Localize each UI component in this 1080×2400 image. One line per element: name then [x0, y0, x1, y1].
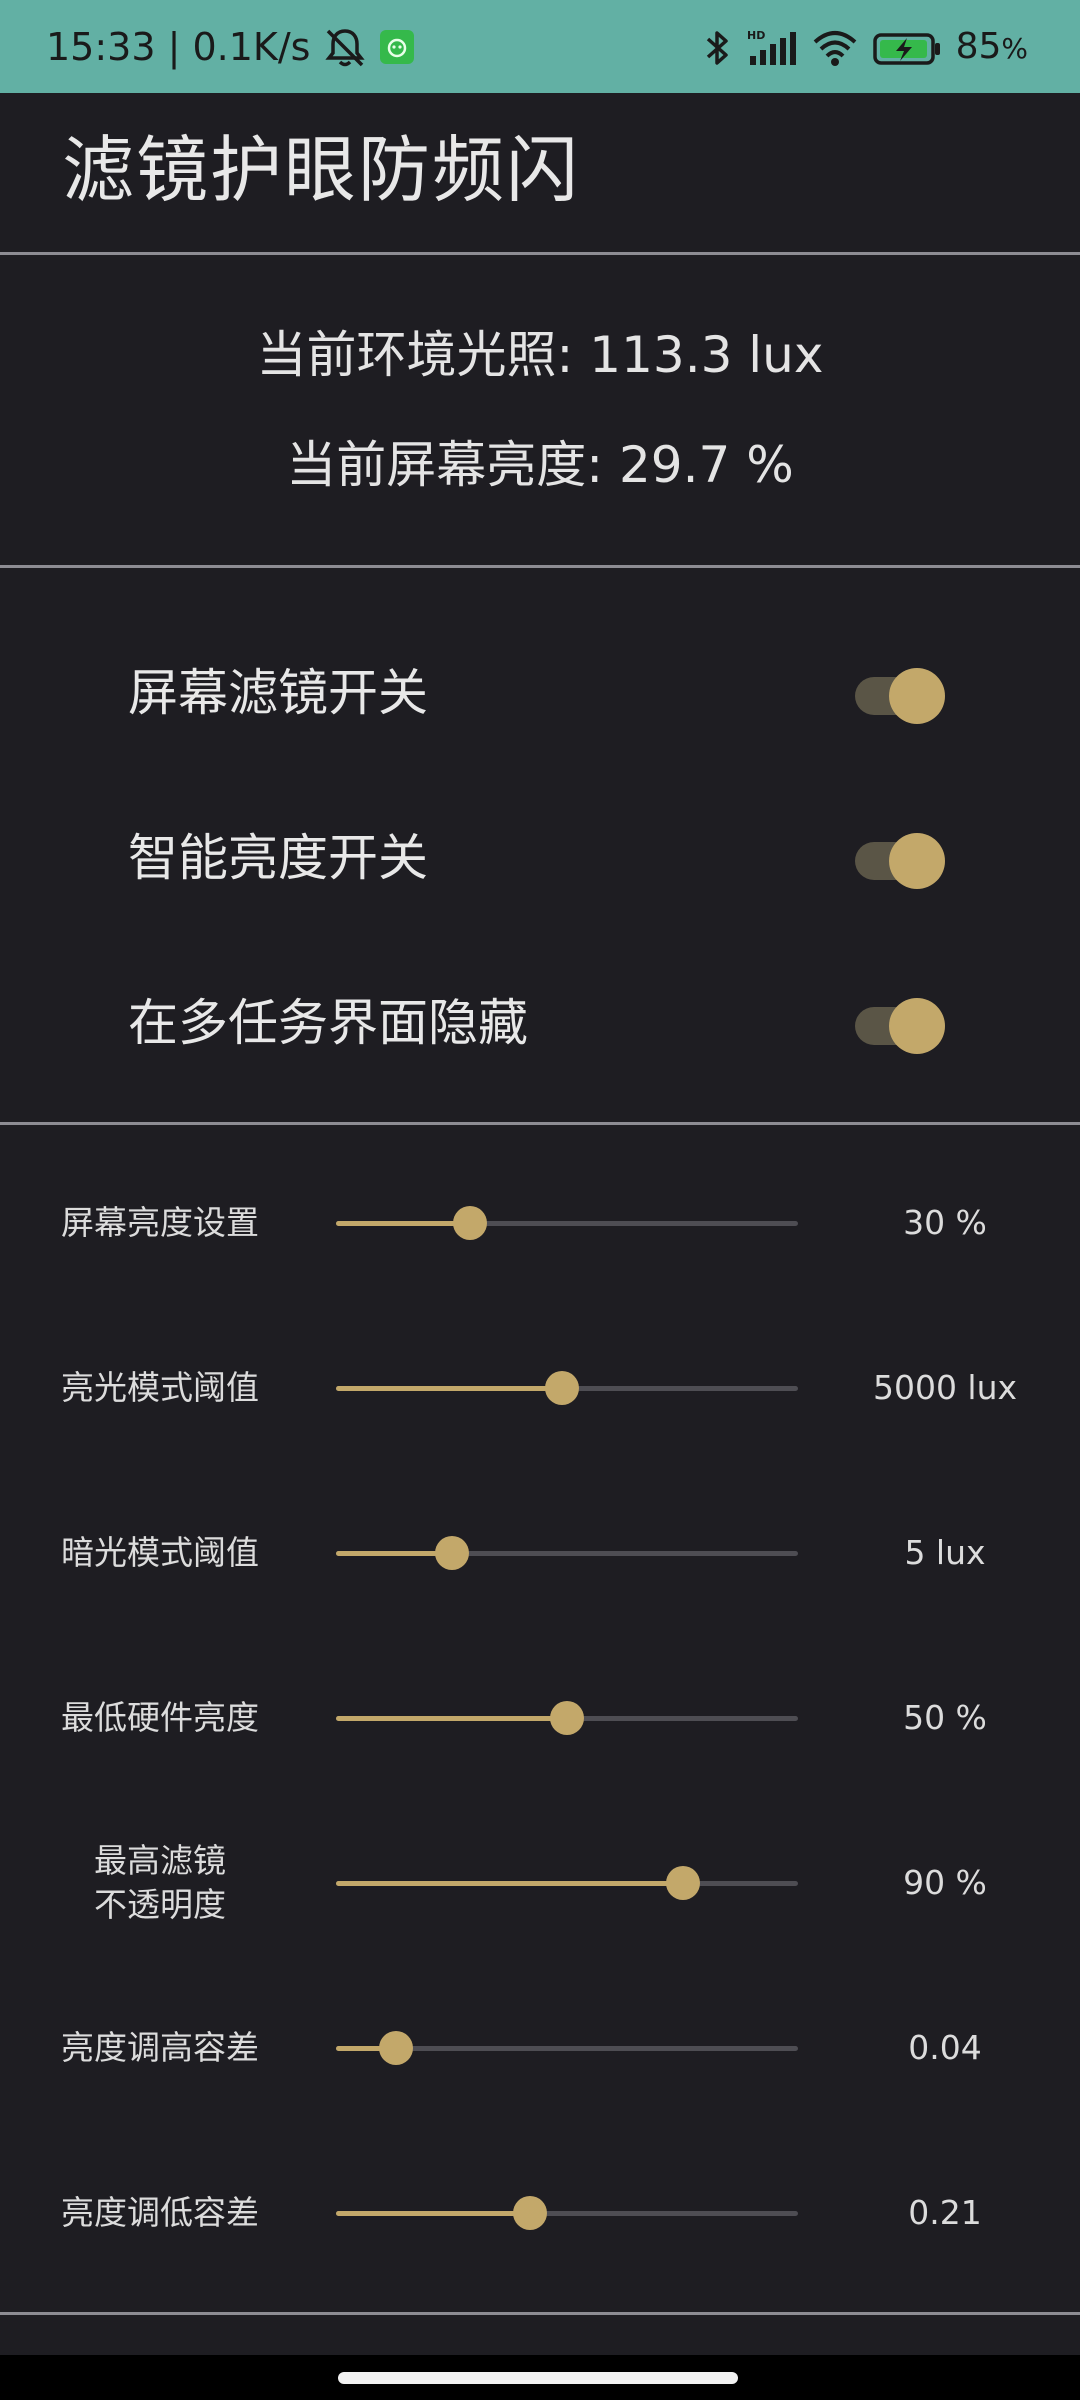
slider-label: 屏幕亮度设置 [61, 1203, 259, 1242]
wifi-icon [812, 28, 858, 68]
slider-label: 亮度调高容差 [61, 2028, 259, 2067]
slider-knob[interactable] [666, 1866, 700, 1900]
battery-percent-unit: % [1001, 32, 1028, 65]
slider-row-raise-tolerance: 亮度调高容差 0.04 [0, 1993, 1080, 2103]
divider [0, 252, 1080, 255]
slider-fill [336, 1386, 562, 1391]
slider-value: 0.04 [908, 2028, 982, 2067]
ambient-light-readout: 当前环境光照: 113.3 lux [256, 326, 824, 384]
slider-value: 0.21 [908, 2193, 982, 2232]
slider-rail [336, 2211, 798, 2216]
toggle-thumb [889, 668, 945, 724]
slider-value: 50 % [903, 1698, 987, 1737]
dark-threshold-slider[interactable] [336, 1533, 798, 1573]
battery-charging-icon [872, 28, 942, 68]
slider-value: 30 % [903, 1203, 987, 1242]
app-badge-icon [380, 30, 415, 64]
lower-tolerance-slider[interactable] [336, 2193, 798, 2233]
screen-filter-toggle[interactable] [855, 668, 945, 724]
status-bar: 15:33 | 0.1K/s [0, 0, 1080, 93]
slider-knob[interactable] [379, 2031, 413, 2065]
gesture-handle[interactable] [338, 2372, 738, 2384]
slider-row-bright-threshold: 亮光模式阈值 5000 lux [0, 1333, 1080, 1443]
hd-label: HD [747, 29, 765, 42]
slider-knob[interactable] [435, 1536, 469, 1570]
raise-tolerance-slider[interactable] [336, 2028, 798, 2068]
slider-fill [336, 1716, 567, 1721]
slider-row-lower-tolerance: 亮度调低容差 0.21 [0, 2158, 1080, 2268]
switch-row-smart-brightness[interactable]: 智能亮度开关 [0, 803, 1080, 913]
mute-bell-icon [322, 25, 368, 69]
slider-value: 5 lux [904, 1533, 986, 1572]
slider-label: 亮度调低容差 [61, 2193, 259, 2232]
slider-fill [336, 2211, 530, 2216]
slider-rail [336, 2046, 798, 2051]
slider-fill [336, 2046, 396, 2051]
slider-row-screen-brightness: 屏幕亮度设置 30 % [0, 1168, 1080, 1278]
slider-row-min-hw-brightness: 最低硬件亮度 50 % [0, 1663, 1080, 1773]
divider [0, 565, 1080, 568]
status-time-speed: 15:33 | 0.1K/s [46, 25, 311, 69]
hide-in-recents-toggle[interactable] [855, 998, 945, 1054]
navigation-bar [0, 2355, 1080, 2400]
smart-brightness-toggle[interactable] [855, 833, 945, 889]
slider-label: 亮光模式阈值 [61, 1368, 259, 1407]
slider-value: 5000 lux [872, 1368, 1018, 1407]
min-hw-brightness-slider[interactable] [336, 1698, 798, 1738]
slider-row-dark-threshold: 暗光模式阈值 5 lux [0, 1498, 1080, 1608]
switch-row-screen-filter[interactable]: 屏幕滤镜开关 [0, 638, 1080, 748]
switch-label: 屏幕滤镜开关 [128, 664, 428, 722]
screen-brightness-slider[interactable] [336, 1203, 798, 1243]
toggle-thumb [889, 998, 945, 1054]
slider-rail [336, 1221, 798, 1226]
slider-fill [336, 1221, 470, 1226]
screen-brightness-readout: 当前屏幕亮度: 29.7 % [286, 436, 794, 494]
slider-label: 暗光模式阈值 [61, 1533, 259, 1572]
switch-label: 在多任务界面隐藏 [128, 994, 528, 1052]
slider-fill [336, 1551, 452, 1556]
slider-knob[interactable] [453, 1206, 487, 1240]
slider-rail [336, 1551, 798, 1556]
slider-label: 最高滤镜 不透明度 [94, 1841, 226, 1924]
max-filter-opacity-slider[interactable] [336, 1863, 798, 1903]
switch-row-hide-in-recents[interactable]: 在多任务界面隐藏 [0, 968, 1080, 1078]
hd-signal-icon: HD [746, 28, 798, 68]
slider-knob[interactable] [545, 1371, 579, 1405]
battery-percent-value: 85 [955, 26, 1002, 67]
slider-label: 最低硬件亮度 [61, 1698, 259, 1737]
divider [0, 1122, 1080, 1125]
bluetooth-icon [702, 28, 732, 68]
slider-knob[interactable] [513, 2196, 547, 2230]
toggle-thumb [889, 833, 945, 889]
page-title: 滤镜护眼防频闪 [62, 128, 581, 212]
divider [0, 2312, 1080, 2315]
status-right: HD [702, 22, 1028, 74]
slider-row-max-filter-opacity: 最高滤镜 不透明度 90 % [0, 1828, 1080, 1938]
bright-threshold-slider[interactable] [336, 1368, 798, 1408]
status-left: 15:33 | 0.1K/s [46, 22, 415, 72]
switch-label: 智能亮度开关 [128, 829, 428, 887]
slider-value: 90 % [903, 1863, 987, 1902]
slider-fill [336, 1881, 683, 1886]
slider-knob[interactable] [550, 1701, 584, 1735]
battery-percent: 85% [956, 22, 1028, 74]
